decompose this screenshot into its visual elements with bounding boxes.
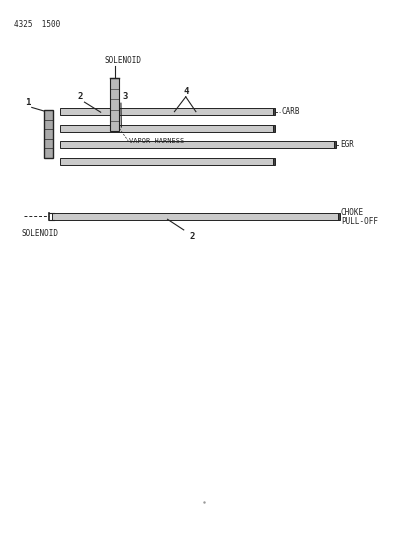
Text: 4325  1500: 4325 1500	[13, 20, 60, 29]
Bar	[60, 109, 273, 115]
Bar	[273, 109, 275, 115]
Text: 2: 2	[78, 92, 83, 101]
Text: SOLENOID: SOLENOID	[105, 56, 142, 65]
Bar	[60, 141, 334, 148]
Bar	[273, 158, 275, 165]
Bar	[44, 110, 53, 158]
Bar	[52, 213, 338, 220]
Text: EGR: EGR	[341, 140, 355, 149]
Text: PULL-OFF: PULL-OFF	[341, 217, 378, 226]
Text: 4: 4	[183, 87, 188, 96]
Text: SOLENOID: SOLENOID	[22, 229, 59, 238]
Bar	[60, 125, 273, 132]
Bar	[60, 158, 273, 165]
Text: 3: 3	[122, 92, 128, 101]
Text: VAPOR HARNESS: VAPOR HARNESS	[129, 138, 184, 144]
Text: CARB: CARB	[282, 107, 300, 116]
Text: 2: 2	[189, 232, 195, 241]
Text: 1: 1	[25, 98, 31, 107]
Bar	[273, 125, 275, 132]
Bar	[111, 78, 119, 131]
Text: CHOKE: CHOKE	[341, 208, 364, 217]
Bar	[338, 213, 340, 220]
Bar	[334, 141, 336, 148]
